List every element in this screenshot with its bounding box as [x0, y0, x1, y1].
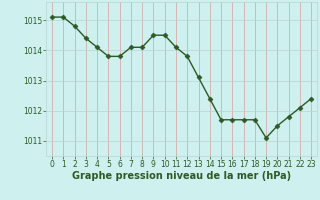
X-axis label: Graphe pression niveau de la mer (hPa): Graphe pression niveau de la mer (hPa)	[72, 171, 291, 181]
